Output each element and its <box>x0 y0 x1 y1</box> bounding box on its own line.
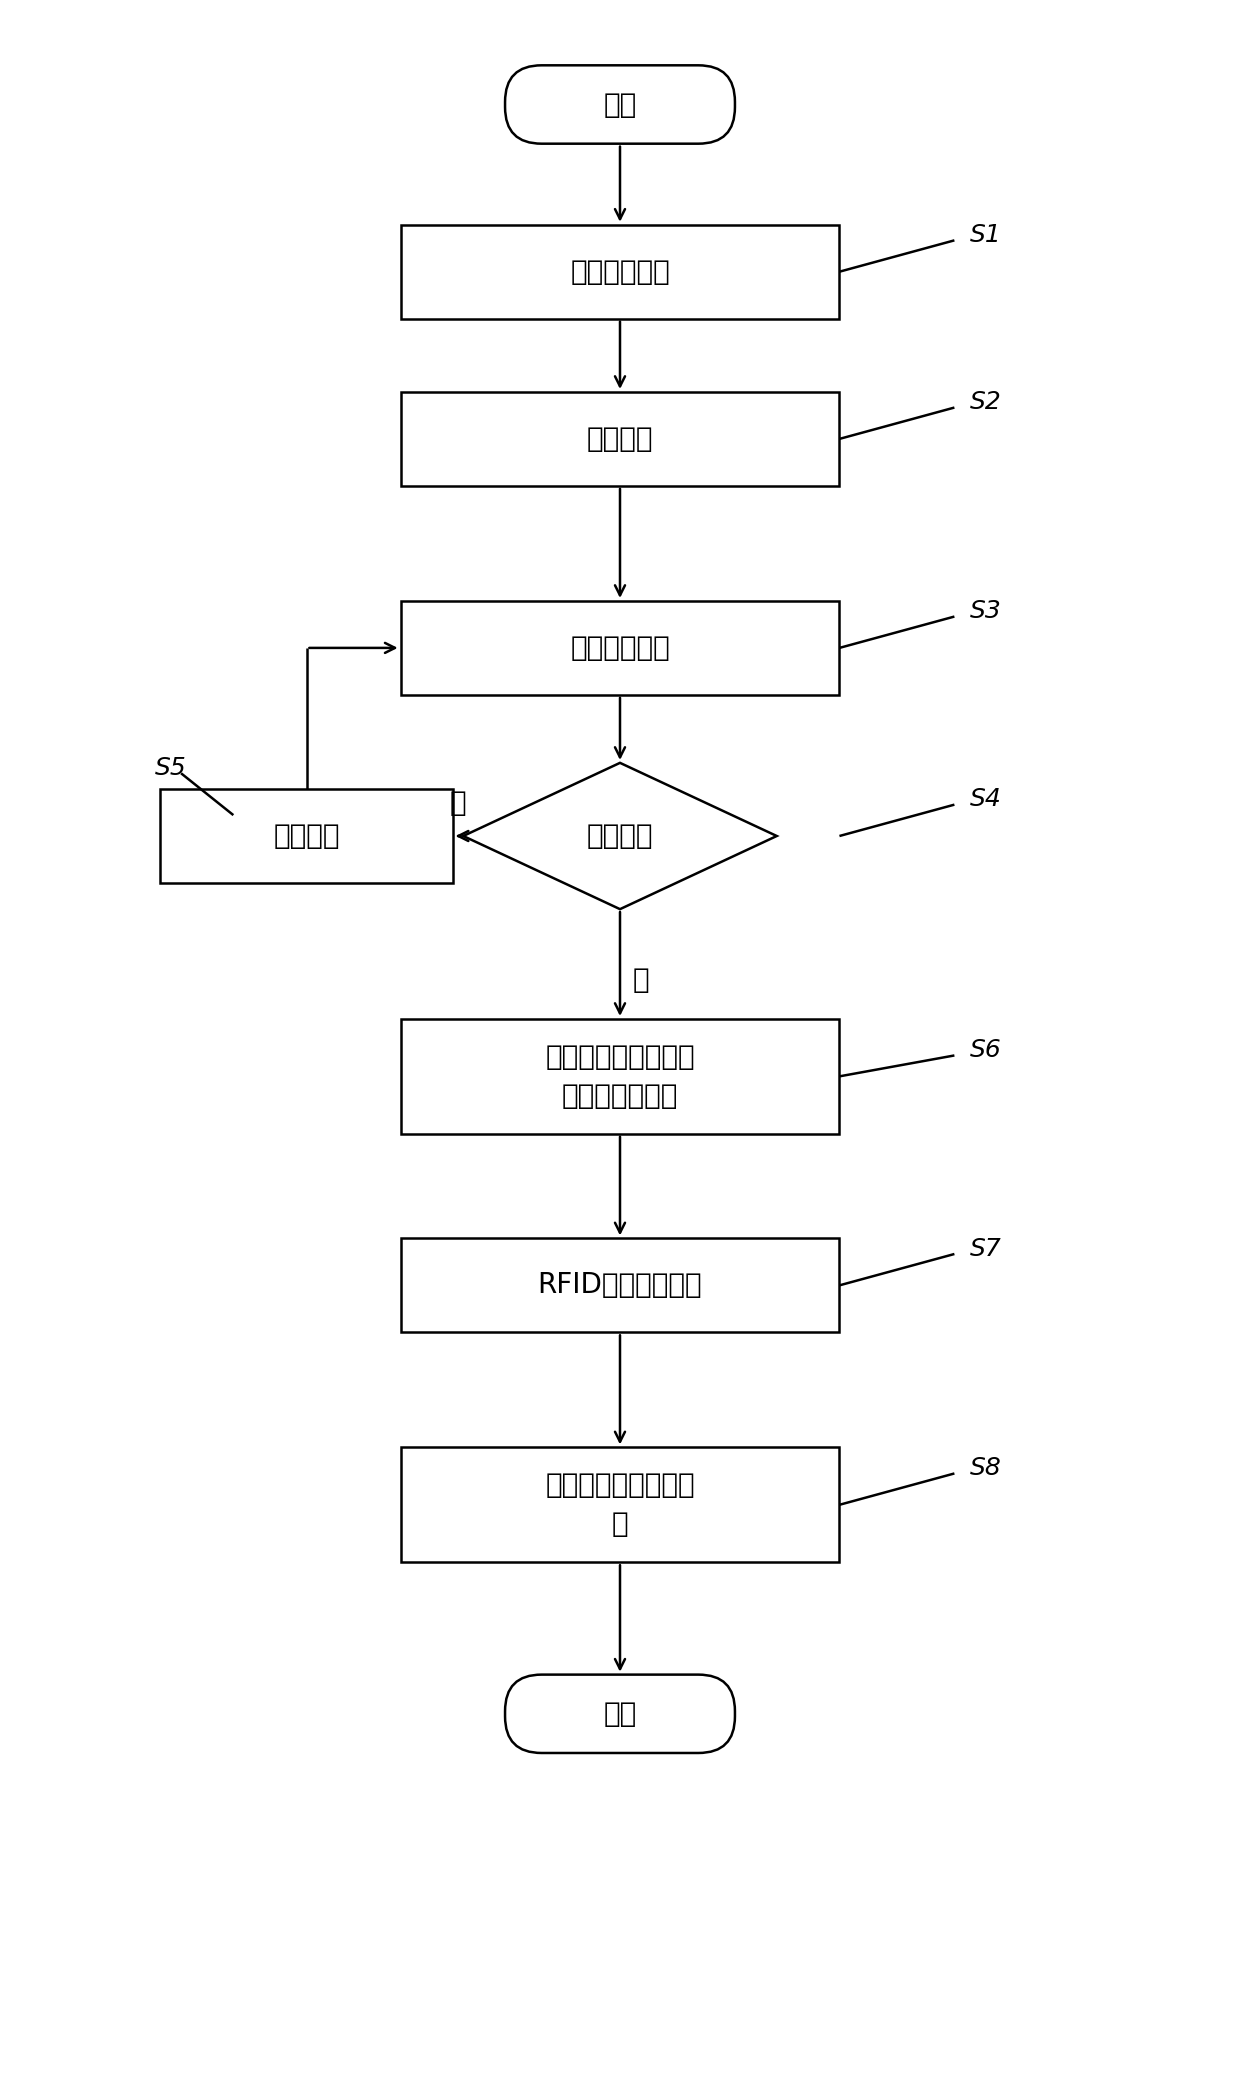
Polygon shape <box>464 763 776 909</box>
Text: 运行软件: 运行软件 <box>587 424 653 454</box>
Bar <box>401 1020 839 1133</box>
Bar <box>401 393 839 485</box>
Text: RFID芯片绑定数据: RFID芯片绑定数据 <box>538 1271 702 1300</box>
Text: 生产质量检查: 生产质量检查 <box>570 633 670 663</box>
Text: 制定生产计划: 制定生产计划 <box>570 257 670 286</box>
FancyBboxPatch shape <box>505 65 735 144</box>
Text: S3: S3 <box>970 600 1002 623</box>
Text: 结束: 结束 <box>604 1699 636 1728</box>
Text: 是: 是 <box>632 966 650 993</box>
Bar <box>401 226 839 320</box>
Bar <box>160 788 453 882</box>
Text: 开始: 开始 <box>604 90 636 119</box>
Text: 管片报废: 管片报废 <box>273 821 340 851</box>
Text: S8: S8 <box>970 1457 1002 1480</box>
Text: S1: S1 <box>970 224 1002 247</box>
Text: 否: 否 <box>450 790 466 817</box>
Text: 远程隧道管片生产管
理: 远程隧道管片生产管 理 <box>546 1471 694 1538</box>
FancyBboxPatch shape <box>505 1674 735 1754</box>
Text: S6: S6 <box>970 1039 1002 1062</box>
Bar <box>401 602 839 694</box>
Bar <box>401 1446 839 1563</box>
Text: 是否合格: 是否合格 <box>587 821 653 851</box>
Text: S7: S7 <box>970 1237 1002 1260</box>
Text: S2: S2 <box>970 391 1002 414</box>
Text: S5: S5 <box>155 757 187 780</box>
Text: 结果写入数据库、上
传至数据服务器: 结果写入数据库、上 传至数据服务器 <box>546 1043 694 1110</box>
Bar <box>401 1237 839 1333</box>
Text: S4: S4 <box>970 788 1002 811</box>
